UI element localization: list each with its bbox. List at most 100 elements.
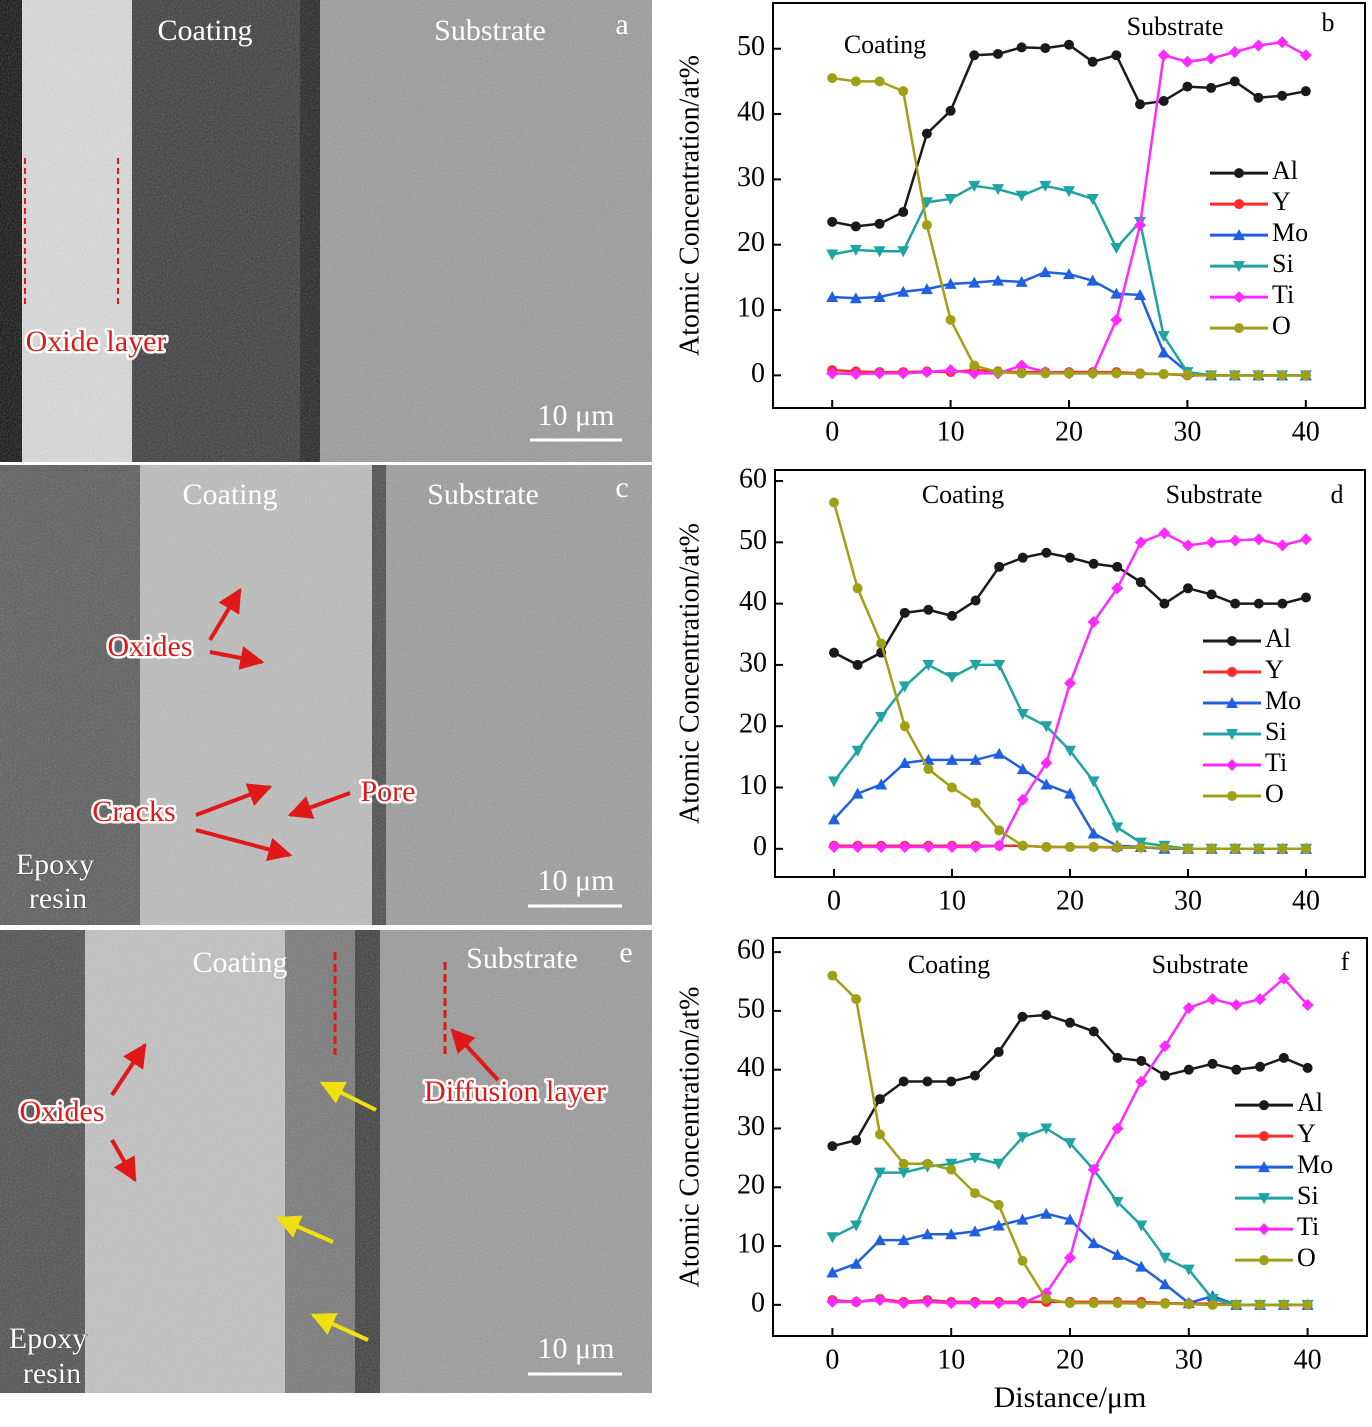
marker (1111, 368, 1122, 379)
marker (1207, 1058, 1218, 1069)
legend-marker (1226, 728, 1238, 740)
marker (849, 292, 862, 304)
annotation: Diffusion layer (424, 1075, 606, 1108)
y-tick-label: 10 (739, 770, 767, 801)
marker (1276, 539, 1289, 552)
marker (993, 747, 1006, 759)
marker (968, 367, 981, 380)
legend-marker (1233, 261, 1245, 273)
marker (1135, 1260, 1148, 1272)
x-tick-label: 20 (1056, 885, 1084, 916)
marker (922, 1158, 933, 1169)
y-tick-label: 30 (737, 1111, 765, 1142)
marker (1040, 43, 1051, 54)
marker (1277, 972, 1290, 985)
marker (1039, 180, 1052, 192)
x-tick-label: 10 (937, 1344, 965, 1375)
marker (1039, 266, 1052, 278)
marker (920, 366, 933, 379)
marker (992, 367, 1003, 378)
marker (826, 1232, 839, 1244)
y-tick-label: 10 (737, 292, 765, 323)
marker (969, 360, 980, 371)
legend-marker (1234, 168, 1244, 179)
legend-label: Mo (1272, 218, 1308, 247)
annotation: Oxide layer (26, 325, 167, 358)
legend-label: Mo (1265, 686, 1301, 715)
marker (873, 1294, 886, 1307)
marker (1253, 92, 1264, 103)
marker (1016, 368, 1027, 379)
marker (1182, 81, 1193, 92)
marker (1112, 841, 1123, 852)
marker (921, 220, 932, 231)
legend-label: Si (1297, 1181, 1319, 1210)
marker (1134, 536, 1147, 549)
marker (875, 712, 888, 724)
legend-label: Ti (1297, 1212, 1319, 1241)
annotation: Substrate (1152, 950, 1249, 979)
marker (1300, 86, 1311, 97)
marker (1158, 527, 1171, 540)
y-tick-label: 60 (737, 935, 765, 966)
marker (1064, 1251, 1076, 1264)
legend-label: Al (1265, 624, 1291, 653)
marker (923, 764, 934, 775)
marker (1112, 1298, 1123, 1309)
y-tick-label: 50 (737, 993, 765, 1024)
marker (1041, 547, 1052, 558)
marker (851, 840, 864, 853)
marker (1159, 1040, 1172, 1053)
marker (992, 48, 1003, 59)
marker (1206, 589, 1217, 600)
marker (1181, 55, 1194, 68)
panel-label: Substrate (466, 942, 578, 975)
marker (1207, 1299, 1218, 1310)
panel-label: Coating (193, 946, 288, 979)
marker (1135, 842, 1146, 853)
annotation: resin (23, 1357, 81, 1390)
legend-label: O (1272, 311, 1291, 340)
sem-panel-a: Coating Substrate a Oxide layer 10 μm (0, 0, 652, 462)
marker (897, 1167, 910, 1179)
marker (1016, 1213, 1029, 1225)
marker (1230, 598, 1241, 609)
marker (898, 840, 911, 853)
marker (1111, 1122, 1124, 1135)
legend-marker (1233, 229, 1245, 241)
marker (1135, 577, 1146, 588)
marker (873, 290, 886, 302)
marker (946, 753, 958, 765)
marker (826, 290, 839, 302)
marker (873, 1234, 886, 1246)
annotation: d (1331, 480, 1344, 509)
legend-label: Al (1272, 156, 1298, 185)
annotation: Coating (844, 30, 926, 59)
marker (1087, 1163, 1100, 1176)
marker (1183, 1299, 1194, 1310)
y-tick-label: 0 (751, 1287, 765, 1318)
marker (994, 561, 1005, 572)
scale-bar-label: 10 μm (538, 399, 615, 432)
panel-letter: e (619, 936, 632, 969)
marker (1160, 1298, 1171, 1309)
marker (827, 73, 838, 84)
marker (1015, 359, 1028, 372)
y-tick-label: 40 (737, 96, 765, 127)
marker (922, 840, 935, 853)
marker (920, 197, 933, 209)
annotation: resin (29, 882, 87, 915)
y-tick-label: 60 (739, 463, 767, 494)
marker (1229, 76, 1240, 87)
marker (1157, 346, 1170, 358)
marker (1206, 993, 1219, 1006)
marker (921, 128, 932, 139)
marker (826, 1295, 839, 1308)
marker (898, 681, 911, 693)
marker (921, 1295, 934, 1308)
marker (874, 218, 885, 229)
marker (850, 1295, 863, 1308)
marker (1088, 558, 1099, 569)
marker (1136, 1055, 1147, 1066)
